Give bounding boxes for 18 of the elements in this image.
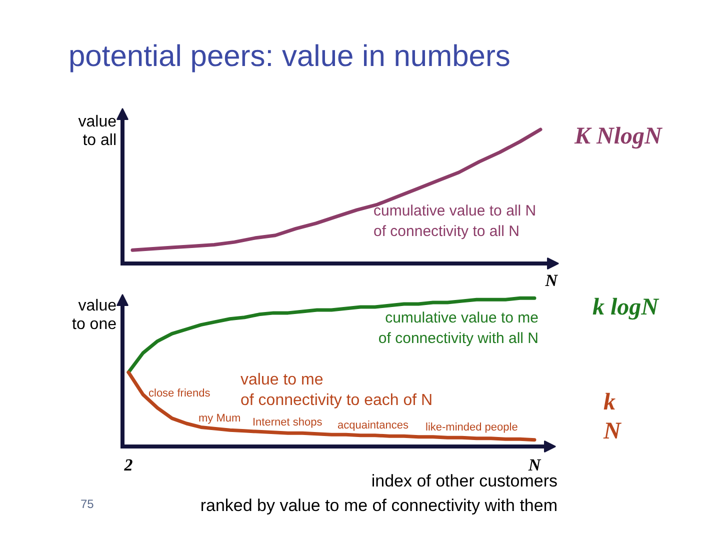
y-axis-title: value to one [72,298,117,334]
annotation: cumulative value to all N of connectivity to all N [374,202,536,240]
annotation: value to me of connectivity to each of N [240,372,433,409]
annotation: my Mum [198,412,241,424]
annotation: like-minded people [426,422,518,434]
series-label: K NlogN [574,124,664,150]
text: 75 [80,497,94,511]
text: k logN [592,294,660,320]
annotation: Internet shops [252,416,323,428]
chart-title: potential peers: value in numbers [68,40,510,73]
text: k N [602,390,622,444]
x-axis-title: N [544,271,558,290]
annotation: acquaintances [338,420,409,432]
y-axis-title: value to all [78,114,117,150]
x-axis-title: index of other customers ranked by value to me of connectivity with them [200,472,558,516]
annotation: close friends [148,388,211,400]
x-tick-label: 2 [123,456,134,474]
annotation: cumulative value to me of connectivity with all N [378,310,539,347]
